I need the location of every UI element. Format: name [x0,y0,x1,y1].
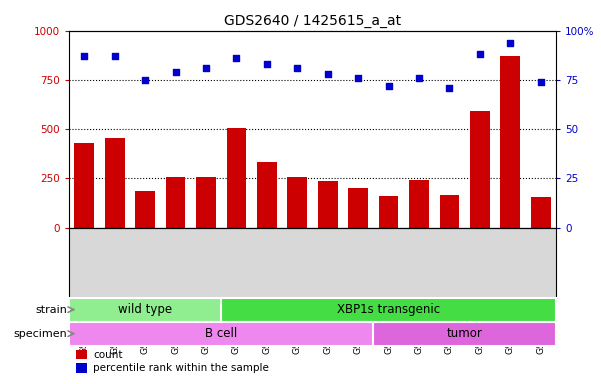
Bar [257,162,277,228]
Point [353,75,363,81]
Bar [196,177,216,228]
Bar [105,138,124,228]
Point [231,55,241,61]
Text: XBP1s transgenic: XBP1s transgenic [337,303,440,316]
Bar [470,111,490,228]
Point [110,53,120,60]
Text: specimen: specimen [14,329,67,339]
Point [536,79,546,85]
Bar [379,196,398,228]
Bar [501,56,520,228]
Bar [69,298,221,322]
Point [262,61,272,67]
Bar [76,363,87,372]
Point [293,65,302,71]
Title: GDS2640 / 1425615_a_at: GDS2640 / 1425615_a_at [224,14,401,28]
Point [201,65,211,71]
Text: wild type: wild type [118,303,172,316]
Text: percentile rank within the sample: percentile rank within the sample [94,363,269,373]
Bar [135,191,155,228]
Point [475,51,484,58]
Text: tumor: tumor [447,327,483,340]
Bar [287,177,307,228]
Bar [348,188,368,228]
Bar [75,143,94,228]
Point [141,77,150,83]
Bar [76,350,87,359]
Bar [531,197,551,228]
Bar [221,298,556,322]
Bar [166,177,186,228]
Bar [69,322,373,346]
Point [79,53,89,60]
Text: count: count [94,349,123,359]
Point [445,85,454,91]
Point [323,71,332,77]
Bar [373,322,556,346]
Point [171,69,180,75]
Bar [439,195,459,228]
Bar [227,128,246,228]
Point [505,40,515,46]
Text: B cell: B cell [205,327,237,340]
Point [384,83,394,89]
Bar [318,181,338,228]
Point [414,75,424,81]
Text: strain: strain [35,305,67,314]
Bar [409,180,429,228]
